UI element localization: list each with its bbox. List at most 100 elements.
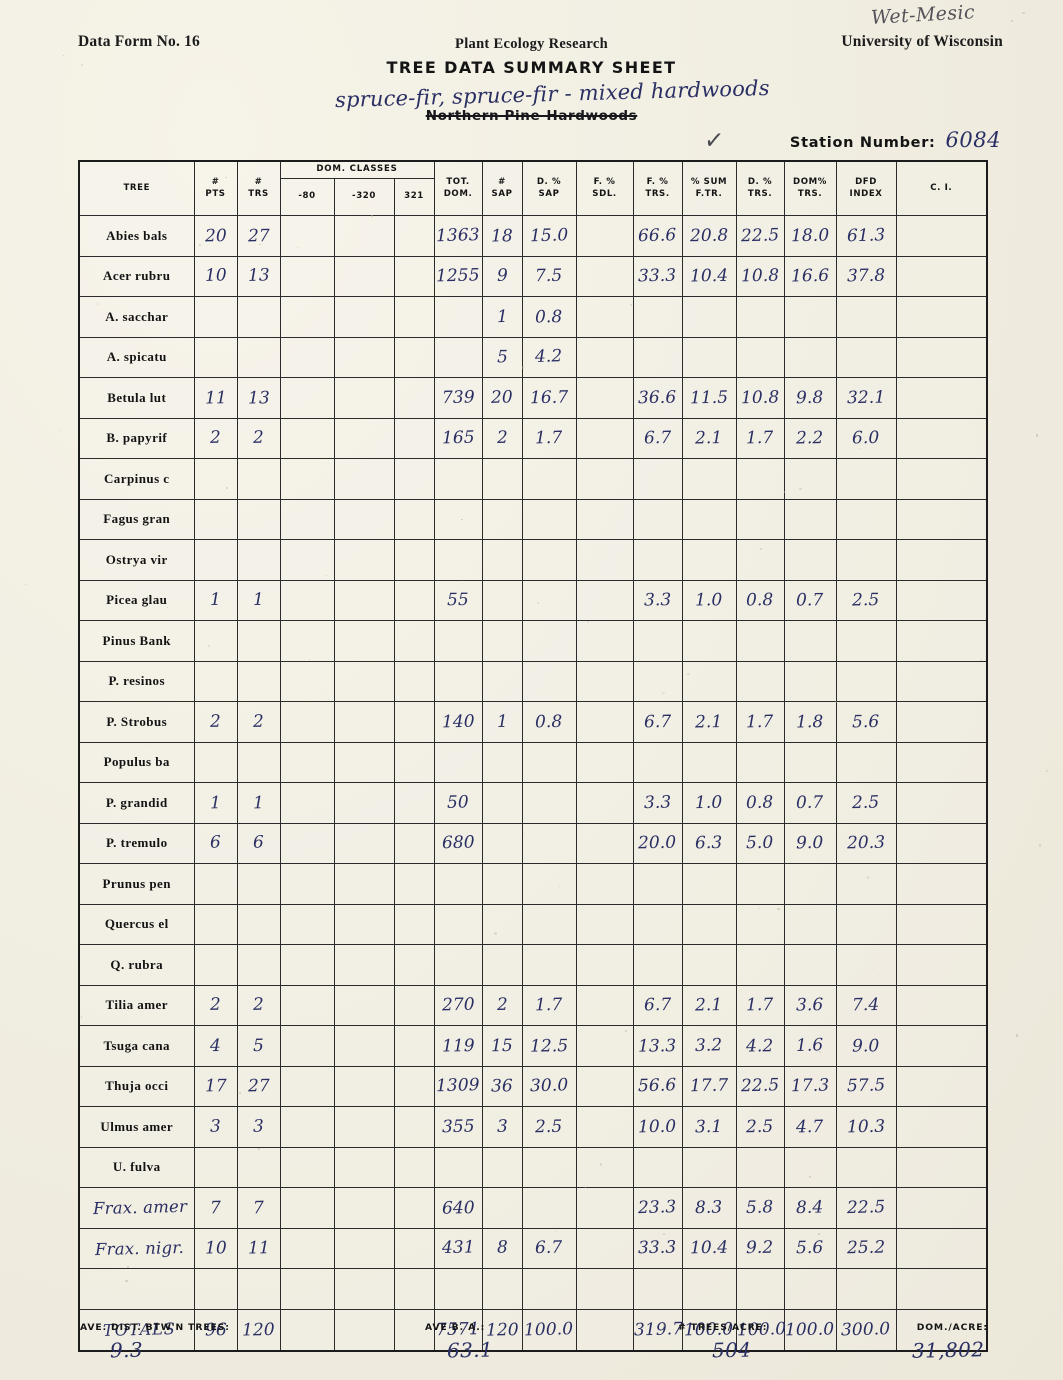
paper-speckle <box>558 885 560 888</box>
col-head-pts-l1: # <box>211 177 220 188</box>
cell-d80 <box>279 1187 335 1229</box>
paper-speckle <box>662 691 665 695</box>
cell-tot-dom: 640 <box>433 1187 483 1229</box>
cell-tot-dom: 680 <box>433 822 483 864</box>
cell-dfd-index: 5.6 <box>835 701 897 743</box>
paper-speckle <box>208 644 211 647</box>
cell-d321 <box>393 1227 435 1269</box>
cell-value: 9.0 <box>796 833 824 854</box>
cell-value: 20.0 <box>638 832 677 854</box>
cell-value: 11.5 <box>689 387 729 409</box>
cell-value: 5.0 <box>746 832 774 854</box>
row-species-label: Ulmus amer <box>78 1106 195 1148</box>
cell-d-pct-trs: 2.5 <box>735 1106 785 1148</box>
row-species-label: Ostrya vir <box>78 539 195 581</box>
cell-d321 <box>393 944 435 986</box>
col-head-dfd-index: DFD INDEX <box>835 160 897 216</box>
row-species-label: TOTALS <box>78 1308 195 1351</box>
cell-trs <box>236 944 281 986</box>
dom-acre-label: DOM./ACRE: <box>916 1322 988 1333</box>
cell-d321 <box>393 863 435 905</box>
row-species-label: Frax. nigr. <box>78 1227 195 1269</box>
col-head-pct-sum-ftr: % SUM F.TR. <box>681 160 737 216</box>
community-type-annotation: spruce-fir, spruce-fir - mixed hardwoods <box>334 75 770 113</box>
cell-d320 <box>333 296 395 338</box>
cell-value: 7 <box>209 1197 222 1218</box>
cell-pts: 3 <box>193 1106 238 1148</box>
cell-f-pct-trs: 10.0 <box>632 1106 683 1148</box>
cell-value: 5 <box>496 347 508 368</box>
cell-value: 66.6 <box>638 225 677 246</box>
cell-dfd-index: 57.5 <box>835 1065 897 1107</box>
cell-trs <box>236 620 281 662</box>
cell-trs: 2 <box>236 984 281 1026</box>
cell-d-pct-sap: 16.7 <box>521 377 577 419</box>
cell-value: 119 <box>441 1035 475 1057</box>
cell-d321 <box>393 1268 435 1310</box>
cell-n-sap: 15 <box>481 1025 523 1067</box>
cell-value: 11 <box>204 387 227 409</box>
cell-value: 6 <box>209 832 222 854</box>
table-row: Populus ba <box>78 741 988 783</box>
cell-value: 13 <box>247 265 270 287</box>
paper-speckle <box>109 435 112 437</box>
cell-ci <box>895 539 988 581</box>
cell-value: 1363 <box>435 224 481 246</box>
cell-n-sap <box>481 579 523 621</box>
paper-speckle <box>599 1163 603 1166</box>
cell-value: 25.2 <box>846 1237 886 1259</box>
cell-value: 50 <box>446 792 470 813</box>
cell-value: 1.0 <box>695 792 723 813</box>
col-head-d-pct-sap-l2: SAP <box>538 188 560 199</box>
paper-speckle <box>156 798 160 801</box>
cell-d321 <box>393 1308 435 1351</box>
cell-n-sap <box>481 620 523 662</box>
cell-d320 <box>333 782 395 824</box>
col-head-f-pct-sdl-l2: SDL. <box>592 188 617 199</box>
cell-n-sap <box>481 782 523 824</box>
cell-d80 <box>279 620 335 662</box>
cell-f-pct-trs <box>632 539 683 581</box>
cell-f-pct-trs: 6.7 <box>632 984 683 1026</box>
cell-n-sap: 1 <box>481 701 523 743</box>
cell-d80 <box>279 498 335 540</box>
paper-speckle <box>536 602 539 605</box>
cell-value: 1309 <box>435 1075 481 1097</box>
cell-d80 <box>279 741 335 783</box>
paper-speckle <box>525 47 527 49</box>
cell-d80 <box>279 984 335 1026</box>
cell-value: 4.7 <box>796 1116 824 1138</box>
cell-dom-pct-trs <box>783 741 837 783</box>
cell-value: 11 <box>247 1238 270 1259</box>
cell-pts: 20 <box>193 215 238 257</box>
col-head-dom-pct-trs: DOM% TRS. <box>783 160 837 216</box>
cell-f-pct-sdl <box>575 741 634 783</box>
cell-value: 3 <box>209 1116 222 1137</box>
cell-d321 <box>393 336 435 378</box>
cell-d-pct-trs: 9.2 <box>735 1227 785 1269</box>
cell-d-pct-sap <box>521 863 577 905</box>
cell-dom-pct-trs: 9.8 <box>783 377 837 419</box>
cell-d-pct-trs: 0.8 <box>735 579 785 621</box>
row-species-label: Abies bals <box>78 215 195 257</box>
cell-d320 <box>333 1227 395 1269</box>
cell-dom-pct-trs <box>783 620 837 662</box>
cell-ci <box>895 741 988 783</box>
cell-trs: 1 <box>236 579 281 621</box>
cell-trs: 2 <box>236 701 281 743</box>
paper-speckle <box>976 642 979 645</box>
paper-speckle <box>687 672 690 676</box>
cell-ci <box>895 377 988 419</box>
cell-f-pct-trs <box>632 498 683 540</box>
cell-value: 12.5 <box>529 1035 569 1057</box>
cell-d-pct-trs: 10.8 <box>735 255 785 297</box>
cell-dom-pct-trs <box>783 1146 837 1188</box>
paper-speckle <box>799 487 802 490</box>
cell-value: 10 <box>204 1238 227 1259</box>
cell-pts <box>193 620 238 662</box>
cell-d-pct-trs: 1.7 <box>735 417 785 459</box>
cell-pts: 6 <box>193 822 238 864</box>
cell-d320 <box>333 215 395 257</box>
cell-f-pct-trs <box>632 741 683 783</box>
cell-ci <box>895 215 988 257</box>
